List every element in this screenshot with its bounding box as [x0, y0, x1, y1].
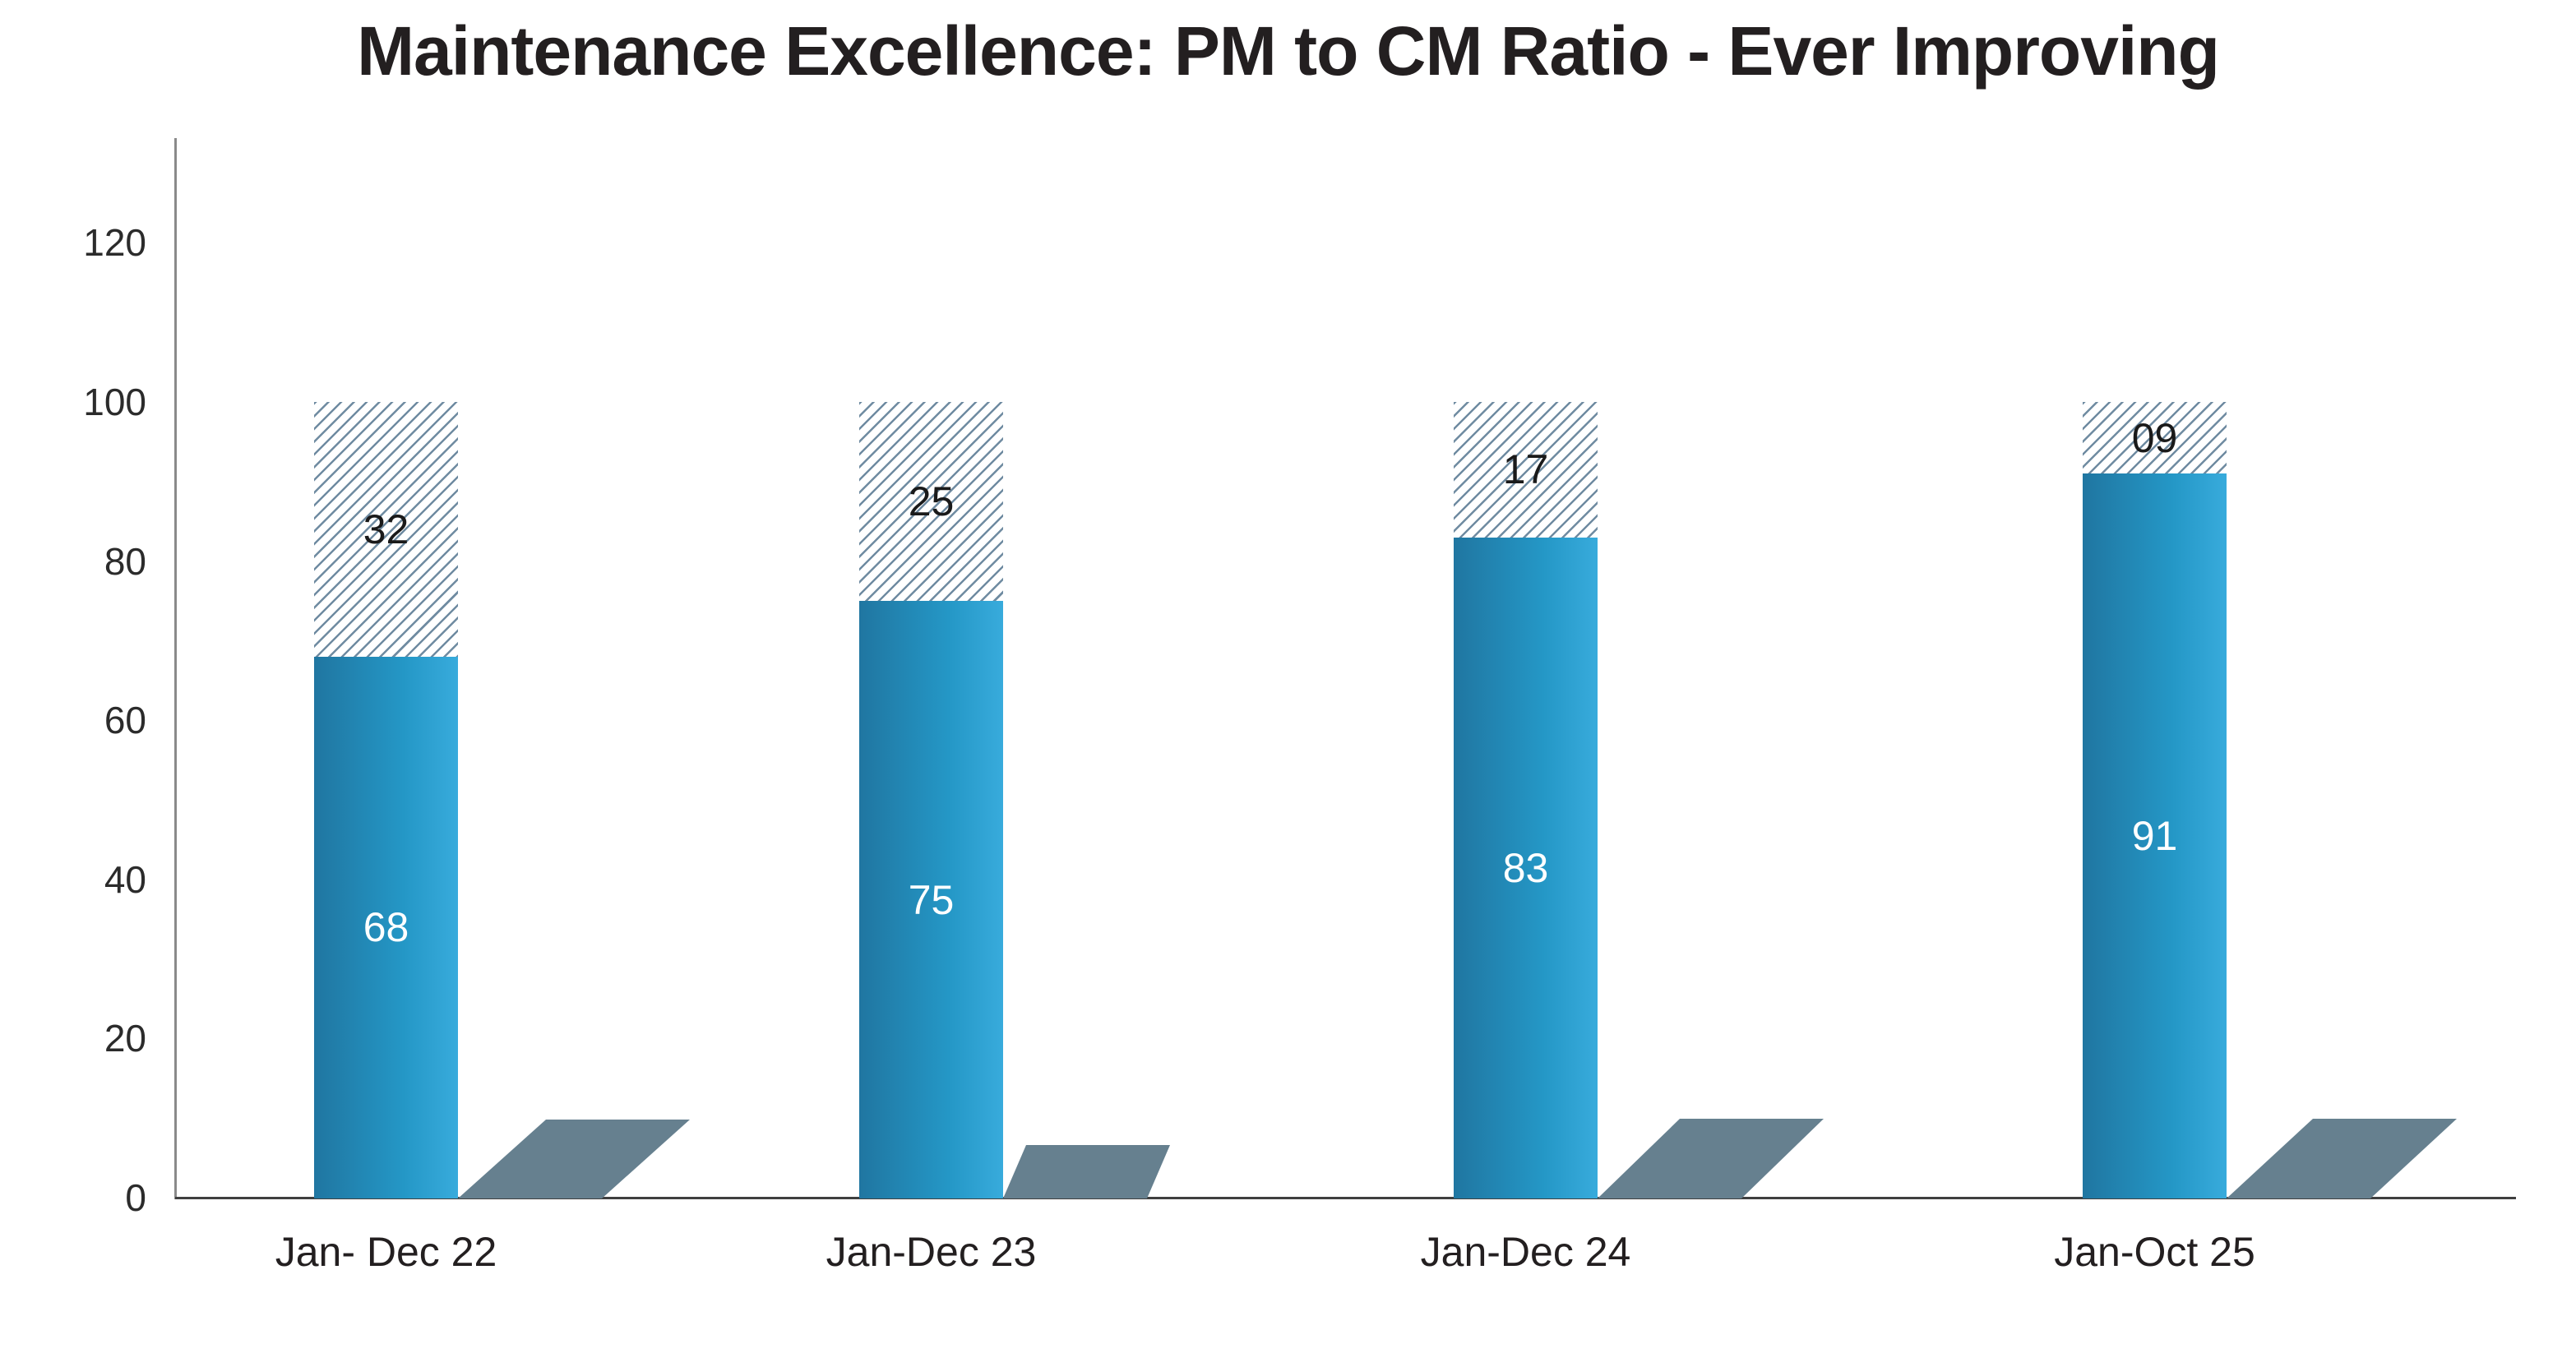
cm-segment: 17 — [1454, 402, 1598, 538]
y-axis-tick-label: 20 — [104, 1017, 146, 1060]
y-axis-tick-label: 40 — [104, 857, 146, 901]
cm-value-label: 17 — [1502, 446, 1549, 493]
x-axis-label: Jan- Dec 22 — [275, 1229, 497, 1275]
cm-segment: 32 — [314, 402, 458, 657]
cm-segment: 25 — [859, 402, 1003, 601]
pm-segment: 91 — [2083, 473, 2227, 1198]
y-axis-tick-label: 100 — [83, 381, 146, 423]
pm-segment: 68 — [314, 656, 458, 1198]
pm-segment: 75 — [859, 601, 1003, 1198]
bar-shadow — [1003, 1145, 1170, 1198]
pm-value-label: 91 — [2131, 813, 2178, 860]
x-axis-label: Jan-Dec 23 — [826, 1229, 1037, 1275]
cm-value-label: 32 — [363, 506, 409, 552]
y-axis-tick-label: 60 — [104, 699, 146, 742]
cm-value-label: 25 — [908, 478, 955, 524]
x-axis-label: Jan-Dec 24 — [1420, 1229, 1631, 1275]
y-axis-line — [174, 138, 177, 1199]
bar-shadow — [1598, 1119, 1824, 1198]
y-axis-tick-label: 120 — [83, 221, 146, 265]
chart-title: Maintenance Excellence: PM to CM Ratio -… — [357, 12, 2220, 90]
bar-shadow — [2227, 1119, 2457, 1198]
pm-value-label: 68 — [363, 904, 409, 951]
pm-value-label: 75 — [908, 876, 955, 923]
y-axis-tick-label: 0 — [125, 1176, 146, 1219]
x-axis-label: Jan-Oct 25 — [2054, 1229, 2255, 1275]
pm-segment: 83 — [1454, 537, 1598, 1198]
pm-value-label: 83 — [1502, 844, 1549, 891]
x-axis-line — [175, 1197, 2516, 1199]
bar-shadow — [458, 1120, 690, 1198]
cm-segment: 09 — [2083, 402, 2227, 474]
y-axis-tick-label: 80 — [104, 539, 146, 583]
cm-value-label: 09 — [2131, 414, 2178, 461]
